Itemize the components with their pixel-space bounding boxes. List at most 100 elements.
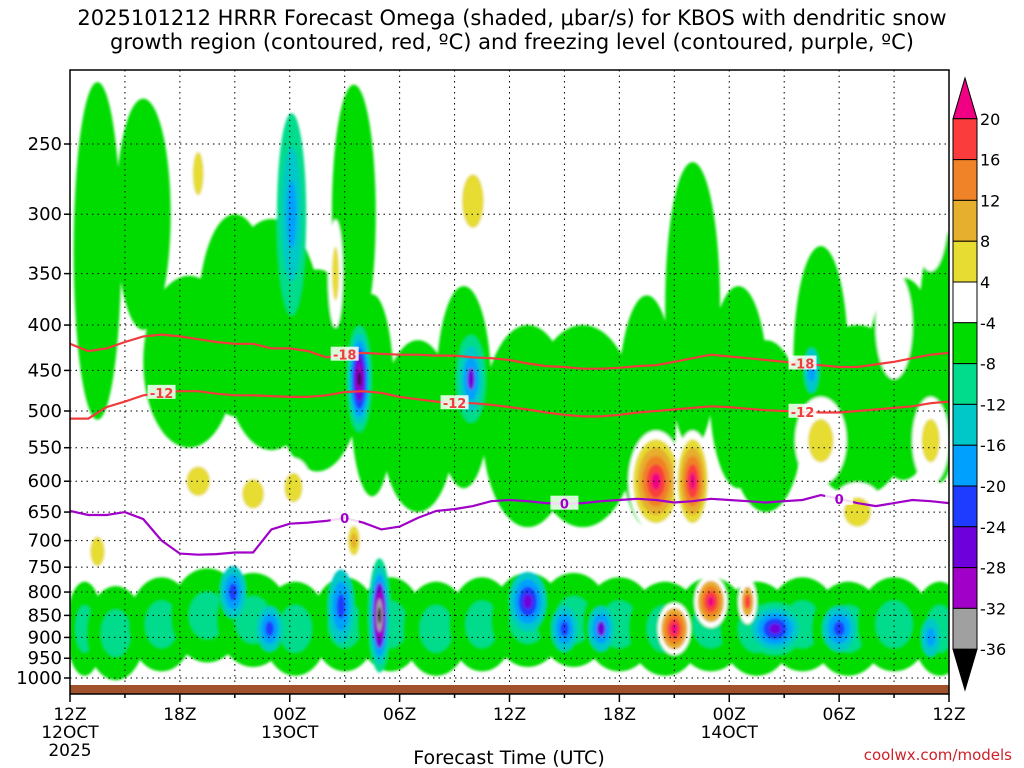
colorbar-label: -16 [980,436,1006,455]
omega-descent-region [744,594,751,610]
colorbar-label: 8 [980,232,990,251]
chart-title-line-2: growth region (contoured, red, ºC) and f… [110,30,914,54]
omega-descent-region [350,533,357,549]
colorbar-swatch [952,526,978,569]
pressure-axis: 2503003504004505005506006507007508008509… [16,134,70,689]
omega-ascent-core [265,621,274,637]
omega-ascent-low-level [101,609,131,657]
omega-ascent-low-level [465,600,499,648]
omega-ascent-upper [747,383,785,470]
colorbar-label: 4 [980,273,990,292]
x-tick-label: 06Z [822,705,855,725]
y-tick-label: 300 [28,204,62,225]
omega-descent-region [848,195,867,283]
y-tick-label: 350 [28,264,62,285]
colorbar-label: 20 [980,110,1000,129]
colorbar-swatch [952,322,978,365]
contour-label-backdrop [440,395,469,410]
x-tick-date: 14OCT [701,723,759,743]
y-tick-label: 250 [28,134,62,155]
contour-label-backdrop [825,490,854,505]
colorbar-swatch [952,159,978,201]
colorbar-swatch [952,567,978,609]
contour-label-backdrop [330,509,359,524]
colorbar-label: 16 [980,151,1000,170]
colorbar-swatch [952,485,978,528]
x-tick-label: 00Z [713,705,746,725]
contour-label-backdrop [330,346,359,361]
y-tick-label: 900 [28,627,62,648]
ground-surface-bar [70,685,949,694]
y-tick-label: 750 [28,557,62,578]
chart-title: 2025101212 HRRR Forecast Omega (shaded, … [0,6,1024,54]
omega-ascent-core [596,621,606,637]
y-tick-label: 700 [28,531,62,552]
y-tick-label: 500 [28,401,62,422]
colorbar-swatch [952,281,978,324]
omega-descent-region [807,418,834,463]
colorbar-swatch [952,444,978,487]
omega-field [70,82,949,681]
omega-descent-region [284,472,303,503]
y-tick-label: 800 [28,582,62,603]
contour-label-freezing_level: 0 [560,498,569,513]
omega-descent-region [538,532,554,571]
contour-label-dendritic_lower: -12 [443,397,467,412]
omega-descent-region [90,536,105,567]
omega-ascent-core [523,594,533,609]
omega-descent-region [192,151,204,196]
y-tick-label: 450 [28,360,62,381]
contour-lines: -18 -18 -12 -12 -12 0 0 0 [70,333,949,556]
omega-ascent-upper [555,375,611,477]
omega-descent-region [186,466,211,497]
omega-ascent-core [336,593,346,619]
colorbar-label: -24 [980,518,1006,537]
omega-descent-region [590,100,613,188]
contour-label-dendritic_lower: -12 [150,387,174,402]
omega-ascent-low-level [145,600,179,648]
colorbar-label: -36 [980,640,1006,659]
omega-descent-region [331,246,340,301]
colorbar-swatch [952,199,978,242]
omega-ascent-low-level [875,600,913,648]
x-tick-label: 12Z [493,705,526,725]
omega-ascent-upper [342,149,365,280]
omega-descent-region [438,501,453,547]
omega-ascent-upper [85,166,110,336]
contour-label-dendritic_upper: -18 [333,349,357,364]
x-tick-year: 2025 [48,741,91,761]
omega-ascent-core [926,628,936,647]
omega-ascent-core [286,180,297,248]
chart-title-line-1: 2025101212 HRRR Forecast Omega (shaded, … [77,6,947,30]
omega-ascent-core [769,623,781,634]
y-tick-label: 650 [28,502,62,523]
contour-label-freezing_level: 0 [835,493,844,508]
colorbar-label: 12 [980,191,1000,210]
omega-descent-region [516,202,539,276]
colorbar-label: -12 [980,395,1006,414]
omega-descent-region [651,472,661,490]
x-tick-label: 00Z [273,705,306,725]
contour-label-backdrop [788,355,817,370]
omega-ascent-upper [399,383,437,470]
omega-descent-region [707,596,715,607]
x-tick-date: 12OCT [41,723,99,743]
omega-ascent-low-level [278,605,312,653]
contour-label-freezing_level: 0 [340,512,349,527]
omega-descent-region [145,509,160,562]
omega-ascent-core [467,367,475,390]
colorbar-label: -8 [980,355,996,374]
colorbar-swatch [952,118,978,161]
colorbar-swatch [952,240,978,283]
colorbar-label: -32 [980,599,1006,618]
colorbar-label: -28 [980,559,1006,578]
x-tick-label: 18Z [163,705,196,725]
x-tick-date: 13OCT [261,723,319,743]
x-tick-label: 06Z [383,705,416,725]
colorbar-swatch [952,648,978,692]
omega-descent-region [671,623,678,634]
contour-freezing_level [70,493,949,556]
omega-descent-region [875,271,913,379]
contour-label-dendritic_upper: -18 [791,358,815,373]
